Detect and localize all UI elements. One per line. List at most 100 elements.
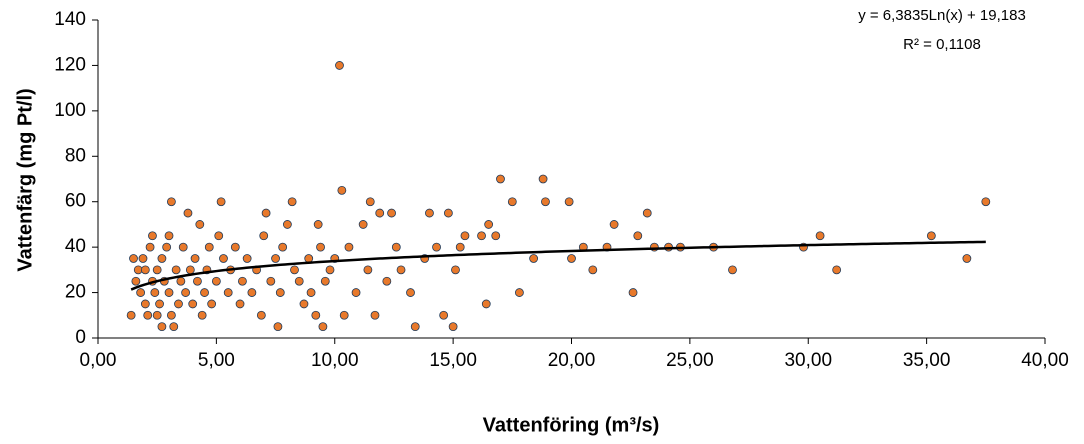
scatter-point	[313, 220, 323, 229]
scatter-point	[214, 231, 224, 241]
scatter-point	[496, 174, 505, 184]
scatter-point	[140, 299, 150, 309]
scatter-point	[299, 299, 309, 309]
scatter-point	[181, 288, 190, 297]
x-tick-label: 30,00	[784, 350, 832, 371]
scatter-point	[238, 276, 247, 286]
x-tick-label: 10,00	[311, 350, 359, 371]
scatter-point	[166, 310, 176, 320]
scatter-point	[259, 231, 269, 241]
scatter-point	[609, 220, 619, 229]
trendline-equation: y = 6,3835Ln(x) + 19,183	[858, 7, 1026, 24]
scatter-point	[306, 288, 316, 297]
scatter-point	[728, 265, 737, 275]
scatter-point	[176, 276, 186, 286]
scatter-point	[410, 322, 420, 332]
scatter-point	[148, 231, 157, 241]
scatter-point	[451, 265, 460, 275]
scatter-point	[162, 242, 172, 252]
scatter-point	[815, 231, 825, 241]
scatter-point	[185, 265, 195, 275]
scatter-point	[273, 322, 283, 332]
y-tick-label: 20	[65, 282, 86, 303]
scatter-point	[235, 299, 245, 309]
scatter-point	[633, 231, 643, 241]
scatter-point	[484, 220, 494, 229]
scatter-point	[365, 197, 375, 207]
scatter-point	[138, 254, 148, 263]
scatter-point	[541, 197, 550, 207]
scatter-point	[538, 174, 548, 184]
x-tick-label: 15,00	[429, 350, 477, 371]
y-tick-label: 140	[54, 9, 86, 30]
scatter-point	[178, 242, 188, 252]
x-tick-label: 5,00	[198, 350, 235, 371]
scatter-point	[316, 242, 325, 252]
scatter-point	[140, 265, 150, 275]
scatter-point	[145, 242, 155, 252]
scatter-point	[396, 265, 406, 275]
scatter-point	[204, 242, 214, 252]
scatter-point	[195, 220, 205, 229]
scatter-point	[290, 265, 299, 275]
scatter-point	[311, 310, 321, 320]
scatter-point	[164, 288, 174, 297]
scatter-point	[136, 288, 146, 297]
scatter-point	[344, 242, 354, 252]
scatter-point	[223, 288, 233, 297]
scatter-point	[455, 242, 465, 252]
scatter-point	[219, 254, 228, 263]
scatter-point	[200, 288, 209, 297]
scatter-point	[370, 310, 380, 320]
scatter-point	[197, 310, 207, 320]
y-axis-title: Vattenfärg (mg Pt/l)	[14, 88, 36, 271]
scatter-point	[278, 242, 288, 252]
scatter-point	[242, 254, 252, 263]
scatter-point	[207, 299, 217, 309]
scatter-point	[567, 254, 576, 263]
scatter-point	[406, 288, 415, 297]
scatter-point	[155, 299, 164, 309]
y-tick-label: 40	[65, 236, 86, 257]
scatter-point	[962, 254, 972, 263]
scatter-point	[164, 231, 174, 241]
scatter-point	[169, 322, 179, 332]
scatter-point	[216, 197, 226, 207]
scatter-point	[275, 288, 285, 297]
scatter-point	[337, 185, 347, 195]
scatter-point	[166, 197, 176, 207]
scatter-point	[460, 231, 470, 241]
scatter-point	[515, 288, 524, 297]
x-tick-label: 20,00	[548, 350, 596, 371]
x-tick-label: 35,00	[903, 350, 951, 371]
y-tick-label: 80	[65, 145, 86, 166]
trendline	[130, 240, 986, 291]
scatter-point	[143, 310, 153, 320]
scatter-point	[150, 288, 160, 297]
scatter-point	[157, 254, 167, 263]
scatter-point	[256, 310, 266, 320]
scatter-point	[157, 322, 167, 332]
scatter-point	[443, 208, 453, 218]
scatter-point	[363, 265, 373, 275]
scatter-point	[126, 310, 136, 320]
scatter-point	[188, 299, 198, 309]
scatter-point	[432, 242, 441, 252]
scatter-point	[529, 254, 539, 263]
scatter-point	[335, 61, 344, 70]
scatter-point	[491, 231, 501, 241]
scatter-point	[152, 265, 162, 275]
trendline-r2: R² = 0,1108	[903, 36, 981, 53]
scatter-point	[325, 265, 335, 275]
scatter-point	[294, 276, 304, 286]
scatter-point	[439, 310, 449, 320]
scatter-point	[318, 322, 328, 332]
y-tick-label: 60	[65, 191, 86, 212]
scatter-point	[564, 197, 574, 207]
scatter-point	[628, 288, 638, 297]
scatter-point	[129, 254, 138, 263]
scatter-point	[375, 208, 385, 218]
scatter-point	[152, 310, 162, 320]
